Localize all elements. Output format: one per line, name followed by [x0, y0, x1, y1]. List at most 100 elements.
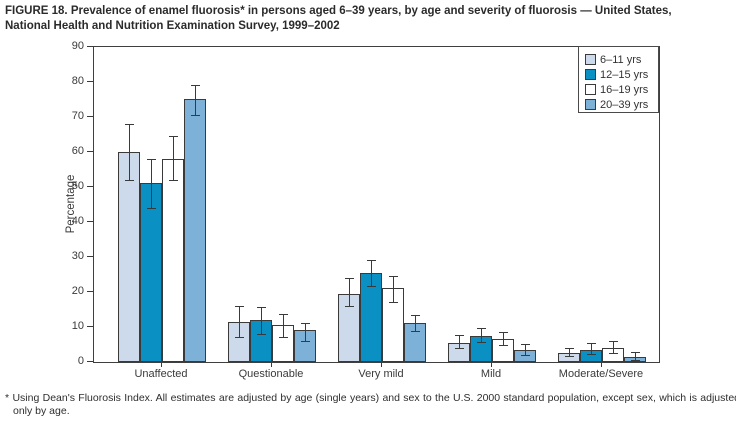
- error-bar-cap-bottom: [388, 302, 398, 303]
- error-bar-cap-top: [146, 158, 156, 160]
- plot-area: [93, 46, 660, 363]
- error-bar-line: [458, 335, 460, 348]
- error-bar-cap-top: [256, 307, 266, 309]
- error-bar-cap-top: [366, 260, 376, 261]
- footnote-text: Using Dean's Fluorosis Index. All estima…: [12, 392, 736, 417]
- error-bar-line: [304, 323, 306, 341]
- legend-swatch: [585, 84, 596, 95]
- y-tick: [87, 185, 93, 187]
- y-tick: [87, 150, 93, 152]
- error-bar-cap-bottom: [520, 354, 530, 356]
- error-bar-cap-bottom: [608, 353, 618, 355]
- error-bar-cap-bottom: [146, 207, 156, 209]
- error-bar-cap-bottom: [564, 356, 574, 358]
- figure-title: FIGURE 18. Prevalence of enamel fluorosi…: [5, 4, 735, 34]
- error-bar-cap-top: [520, 344, 530, 345]
- legend-item: 6–11 yrs: [585, 52, 658, 67]
- legend-swatch: [585, 54, 596, 65]
- error-bar-cap-bottom: [630, 359, 640, 361]
- bar: [184, 99, 206, 362]
- legend-item: 20–39 yrs: [585, 97, 658, 112]
- error-bar-line: [590, 343, 592, 355]
- x-tick-label: Questionable: [238, 368, 304, 380]
- error-bar-cap-top: [190, 85, 200, 86]
- y-tick: [87, 325, 93, 327]
- error-bar-cap-bottom: [344, 305, 354, 307]
- error-bar-cap-top: [234, 305, 244, 307]
- error-bar-cap-bottom: [278, 337, 288, 338]
- error-bar-cap-top: [608, 340, 618, 342]
- y-tick-label: 20: [71, 284, 84, 297]
- error-bar-cap-top: [300, 323, 310, 324]
- x-tick-label: Very mild: [358, 368, 404, 380]
- x-tick-label: Mild: [480, 368, 502, 380]
- y-tick: [87, 360, 93, 362]
- error-bar-cap-top: [410, 314, 420, 316]
- legend-item: 16–19 yrs: [585, 82, 658, 97]
- bar: [162, 159, 184, 362]
- legend: 6–11 yrs 12–15 yrs 16–19 yrs 20–39 yrs: [578, 46, 659, 113]
- error-bar-line: [480, 328, 482, 343]
- error-bar-line: [260, 307, 262, 334]
- error-bar-cap-bottom: [366, 286, 376, 288]
- y-tick: [87, 45, 93, 47]
- error-bar-cap-top: [630, 352, 640, 354]
- legend-swatch: [585, 69, 596, 80]
- y-tick: [87, 220, 93, 222]
- error-bar-cap-top: [278, 314, 288, 316]
- x-tick: [601, 363, 602, 367]
- error-bar-line: [348, 278, 350, 306]
- x-tick-label: Unaffected: [134, 368, 188, 380]
- error-bar-line: [634, 352, 636, 361]
- y-tick: [87, 80, 93, 82]
- x-tick-label: Moderate/Severe: [558, 368, 644, 380]
- y-tick-label: 90: [71, 39, 84, 52]
- error-bar-cap-bottom: [256, 333, 266, 335]
- error-bar-line: [568, 348, 570, 357]
- x-tick: [381, 363, 382, 367]
- figure-title-line2: National Health and Nutrition Examinatio…: [5, 20, 340, 32]
- error-bar-cap-top: [454, 335, 464, 337]
- error-bar-line: [282, 314, 284, 338]
- error-bar-cap-bottom: [410, 331, 420, 333]
- y-tick-label: 60: [71, 144, 84, 157]
- y-tick-label: 10: [71, 319, 84, 332]
- error-bar-line: [612, 341, 614, 354]
- figure-title-line1: FIGURE 18. Prevalence of enamel fluorosi…: [5, 5, 672, 17]
- bar: [140, 183, 162, 362]
- error-bar-line: [502, 332, 504, 346]
- legend-label: 6–11 yrs: [600, 53, 642, 66]
- error-bar-cap-top: [168, 135, 178, 137]
- error-bar-cap-top: [476, 328, 486, 330]
- y-tick-label: 0: [77, 354, 84, 367]
- bar: [118, 152, 140, 362]
- error-bar-cap-bottom: [476, 341, 486, 343]
- error-bar-cap-bottom: [586, 354, 596, 356]
- legend-item: 12–15 yrs: [585, 67, 658, 82]
- error-bar-cap-bottom: [124, 179, 134, 181]
- y-tick-label: 40: [71, 214, 84, 227]
- error-bar-line: [194, 85, 196, 116]
- error-bar-cap-top: [388, 275, 398, 277]
- error-bar-cap-bottom: [498, 345, 508, 347]
- error-bar-line: [172, 136, 174, 180]
- x-tick: [161, 363, 162, 367]
- error-bar-line: [524, 344, 526, 355]
- y-tick: [87, 115, 93, 117]
- error-bar-cap-top: [586, 343, 596, 345]
- error-bar-cap-top: [498, 332, 508, 334]
- y-tick-label: 70: [71, 109, 84, 122]
- error-bar-cap-bottom: [300, 340, 310, 342]
- x-tick: [271, 363, 272, 367]
- error-bar-cap-bottom: [190, 114, 200, 116]
- error-bar-cap-bottom: [234, 337, 244, 338]
- error-bar-line: [414, 315, 416, 332]
- y-tick-label: 50: [71, 179, 84, 192]
- error-bar-cap-bottom: [168, 179, 178, 181]
- y-tick: [87, 255, 93, 257]
- legend-label: 12–15 yrs: [600, 68, 649, 81]
- error-bar-line: [370, 260, 372, 287]
- error-bar-line: [150, 159, 152, 208]
- y-tick: [87, 290, 93, 292]
- error-bar-cap-bottom: [454, 347, 464, 349]
